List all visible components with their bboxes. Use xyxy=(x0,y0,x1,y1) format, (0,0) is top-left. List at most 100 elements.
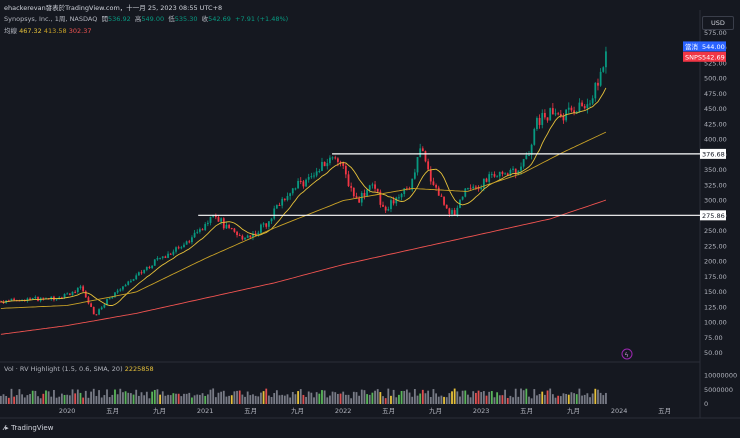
volume-bar xyxy=(605,392,607,404)
volume-bar xyxy=(318,393,321,404)
volume-bar xyxy=(485,395,488,404)
candle-body xyxy=(522,159,525,167)
candle-body xyxy=(42,297,45,299)
candle-body xyxy=(132,279,135,281)
candle-body xyxy=(536,117,538,130)
volume-bar xyxy=(512,397,514,404)
candle-body xyxy=(204,224,207,231)
candle-body xyxy=(419,148,422,158)
candle-body xyxy=(95,314,98,316)
volume-bar xyxy=(21,394,23,404)
candle-body xyxy=(321,161,323,171)
volume-bar xyxy=(140,392,143,404)
volume-bar xyxy=(525,388,528,404)
volume-bar xyxy=(559,396,562,404)
volume-bar xyxy=(289,397,292,404)
volume-bar xyxy=(233,391,236,404)
candle-body xyxy=(456,207,459,216)
y-tick-label: 500.00 xyxy=(704,75,727,83)
volume-bar xyxy=(379,392,382,404)
candle-body xyxy=(594,82,597,99)
price-tag-bid-box xyxy=(700,41,726,52)
volume-bar xyxy=(127,392,130,404)
volume-bar xyxy=(265,388,268,404)
x-tick-label: 2021 xyxy=(197,407,214,415)
y-tick-label: 200.00 xyxy=(704,258,727,266)
volume-bar xyxy=(90,391,92,404)
candle-body xyxy=(387,209,390,211)
volume-bar xyxy=(18,389,21,404)
volume-bar xyxy=(222,390,225,404)
candle-body xyxy=(586,104,589,109)
volume-bar xyxy=(60,393,63,404)
candle-body xyxy=(360,193,363,203)
candle-body xyxy=(530,144,533,155)
candle-body xyxy=(331,157,334,159)
volume-bar xyxy=(87,397,90,404)
candle-body xyxy=(525,155,528,160)
price-tag-bid-label-box xyxy=(683,41,700,52)
volume-bar xyxy=(100,397,103,404)
candle-body xyxy=(191,237,193,243)
candle-body xyxy=(451,210,453,214)
volume-bar xyxy=(132,394,135,404)
volume-bar xyxy=(400,391,403,404)
volume-bar xyxy=(498,395,501,404)
candle-body xyxy=(92,306,95,315)
volume-bar xyxy=(275,390,278,404)
ma-legend: 均線 467.32 413.58 302.37 xyxy=(4,25,91,35)
y-tick-label: 100.00 xyxy=(704,319,727,327)
volume-bar xyxy=(549,388,552,404)
y-tick-label: 525.00 xyxy=(704,59,727,67)
candle-body xyxy=(103,304,106,308)
candle-body xyxy=(358,198,361,203)
volume-bar xyxy=(469,397,472,404)
candle-body xyxy=(474,186,477,188)
volume-tick-label: 10000000 xyxy=(704,372,737,380)
candle-body xyxy=(209,216,212,223)
candle-body xyxy=(82,286,85,292)
candle-body xyxy=(318,170,321,172)
candle-body xyxy=(398,197,400,199)
volume-bar xyxy=(371,392,374,404)
candle-body xyxy=(270,218,273,222)
candle-body xyxy=(533,129,536,145)
volume-bar xyxy=(137,395,140,404)
candle-body xyxy=(278,204,281,206)
ma-label: 均線 xyxy=(4,27,17,35)
volume-bar xyxy=(217,392,220,404)
volume-bar xyxy=(31,390,34,404)
volume-bar xyxy=(387,388,390,404)
candle-body xyxy=(506,173,509,176)
volume-bar xyxy=(299,389,302,404)
currency-button[interactable]: USD xyxy=(702,16,734,30)
y-tick-label: 575.00 xyxy=(704,29,727,37)
candle-body xyxy=(225,224,228,229)
volume-bar xyxy=(114,389,116,404)
candle-body xyxy=(538,117,541,125)
volume-bar xyxy=(148,398,151,404)
price-tag-last-box xyxy=(700,51,726,62)
volume-bar xyxy=(363,390,366,404)
volume-bar xyxy=(551,394,554,404)
volume-bar xyxy=(34,390,37,404)
volume-bar xyxy=(368,394,371,404)
volume-bar xyxy=(29,393,31,404)
volume-bar xyxy=(95,396,98,404)
volume-bar xyxy=(355,392,358,404)
candle-body xyxy=(140,272,143,274)
candle-body xyxy=(488,174,491,182)
open-label: 開 xyxy=(101,15,108,23)
volume-bar xyxy=(443,396,445,404)
candle-body xyxy=(469,187,472,189)
candle-body xyxy=(153,259,156,266)
candle-body xyxy=(122,286,124,290)
candle-body xyxy=(220,218,223,222)
volume-bar xyxy=(291,391,294,404)
y-tick-label: 300.00 xyxy=(704,197,727,205)
volume-bar xyxy=(238,390,241,404)
volume-bar xyxy=(464,390,467,404)
y-tick-label: 475.00 xyxy=(704,90,727,98)
volume-bar xyxy=(0,395,2,404)
